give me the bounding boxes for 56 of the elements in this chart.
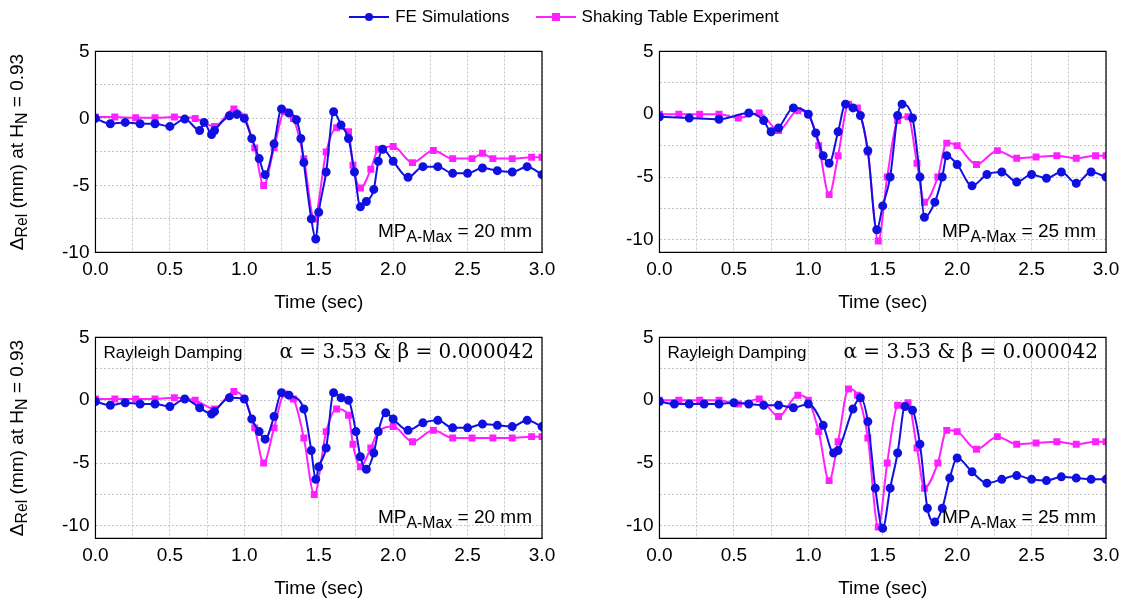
x-tick-label: 3.0 (528, 258, 556, 280)
y-tick-label: -5 (636, 165, 654, 187)
legend-label: Shaking Table Experiment (581, 7, 779, 27)
annotation: MP$_{A-Max}$ = 25 mm (942, 220, 1096, 248)
y-tick-label: -5 (72, 451, 90, 473)
y-tick-label: 5 (642, 325, 654, 347)
annotation: Rayleigh Damping (103, 342, 243, 365)
y-tick-label: -10 (625, 514, 654, 536)
y-tick-label: 5 (642, 39, 654, 61)
x-tick-label: 0.5 (720, 258, 748, 280)
x-tick-label: 3.0 (1092, 258, 1120, 280)
annotation: Rayleigh Damping (667, 342, 807, 365)
y-tick-label: 0 (78, 106, 90, 128)
y-tick-label: 0 (642, 388, 654, 410)
x-tick-label: 1.0 (231, 258, 258, 280)
annotation: MP$_{A-Max}$ = 20 mm (378, 220, 532, 248)
x-tick-label: 2.5 (1018, 258, 1045, 280)
x-tick-label: 3.0 (528, 544, 556, 566)
x-tick-label: 3.0 (1092, 544, 1120, 566)
x-tick-label: 0.0 (82, 544, 109, 566)
annotation: MP$_{A-Max}$ = 20 mm (378, 506, 532, 534)
x-tick-label: 1.5 (869, 258, 896, 280)
x-tick-label: 1.0 (795, 258, 822, 280)
annotation: α = 3.53 & β = 0.000042 (279, 339, 534, 364)
x-tick-label: 1.0 (795, 544, 822, 566)
x-tick-label: 0.5 (156, 544, 184, 566)
x-tick-label: 0.0 (646, 544, 673, 566)
x-tick-label: 0.5 (720, 544, 748, 566)
x-tick-label: 2.5 (1018, 544, 1045, 566)
x-tick-label: 2.0 (943, 258, 971, 280)
x-tick-label: 2.0 (379, 258, 407, 280)
annotation: α = 3.53 & β = 0.000042 (843, 339, 1098, 364)
y-tick-label: -10 (61, 514, 90, 536)
x-tick-label: 2.0 (379, 544, 407, 566)
x-tick-label: 0.0 (646, 258, 673, 280)
y-tick-label: -5 (636, 451, 654, 473)
x-tick-label: 1.5 (869, 544, 896, 566)
annotation: MP$_{A-Max}$ = 25 mm (942, 506, 1096, 534)
x-axis-title: Time (sec) (274, 290, 364, 312)
y-tick-label: -5 (72, 173, 90, 195)
x-tick-label: 1.0 (231, 544, 258, 566)
x-tick-label: 2.0 (943, 544, 971, 566)
x-axis-title: Time (sec) (274, 576, 364, 598)
x-tick-label: 2.5 (454, 544, 481, 566)
x-tick-label: 0.5 (156, 258, 184, 280)
x-tick-label: 2.5 (454, 258, 481, 280)
y-tick-label: 5 (78, 325, 90, 347)
y-tick-label: 0 (78, 388, 90, 410)
y-tick-label: 5 (78, 39, 90, 61)
y-tick-label: 0 (642, 102, 654, 124)
legend-label: FE Simulations (395, 7, 510, 27)
x-tick-label: 1.5 (305, 258, 332, 280)
x-axis-title: Time (sec) (838, 576, 928, 598)
y-tick-label: -10 (625, 228, 654, 250)
x-tick-label: 1.5 (305, 544, 332, 566)
x-axis-title: Time (sec) (838, 290, 928, 312)
